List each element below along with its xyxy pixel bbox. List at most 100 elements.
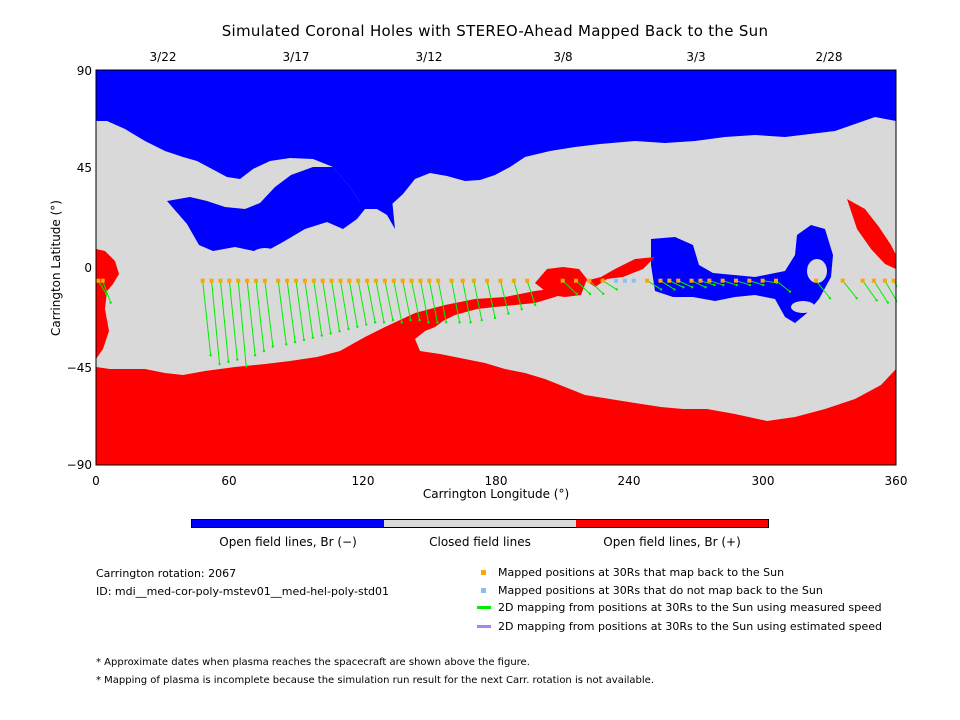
mapping-line <box>411 280 421 321</box>
mapped-position-point <box>400 278 405 283</box>
mapping-line <box>286 280 296 343</box>
mapping-line <box>575 280 591 295</box>
y-tick-label: 45 <box>76 161 92 175</box>
negative-hole-equatorial <box>651 225 833 323</box>
sun-footpoint <box>302 338 306 342</box>
sun-footpoint <box>320 334 323 337</box>
sun-footpoint <box>691 286 694 289</box>
date-label: 2/28 <box>815 50 843 64</box>
colorbar-open-positive <box>576 519 769 528</box>
coronal-hole-map <box>95 69 897 466</box>
mapping-line <box>722 280 737 286</box>
mapped-position-point <box>667 278 672 283</box>
mapping-line <box>526 280 536 305</box>
sun-footpoint <box>245 365 248 368</box>
legend-estimated-line <box>477 625 491 628</box>
x-tick-label: 360 <box>884 474 908 488</box>
mapping-line <box>691 280 706 288</box>
mapping-line <box>735 280 751 286</box>
sun-footpoint <box>109 301 112 304</box>
mapping-line <box>437 280 447 323</box>
mapping-line <box>419 280 429 323</box>
mapping-line <box>884 280 897 303</box>
sun-footpoint <box>762 283 765 287</box>
mapping-line <box>562 280 578 295</box>
sun-footpoint <box>218 362 221 366</box>
sun-footpoint <box>458 321 461 324</box>
positive-hole-east <box>847 199 896 269</box>
mapping-line <box>366 280 376 323</box>
mapping-line <box>348 280 358 327</box>
x-tick-label: 300 <box>751 474 775 488</box>
sun-footpoint <box>436 321 439 324</box>
legend-unmapped-marker <box>481 588 486 593</box>
legend-mapped-label: Mapped positions at 30Rs that map back t… <box>498 566 785 579</box>
legend-measured-line <box>477 606 491 609</box>
x-tick-label: 240 <box>617 474 641 488</box>
sun-footpoint <box>347 327 350 331</box>
sun-footpoint <box>469 321 472 324</box>
sun-footpoint <box>293 340 297 344</box>
sun-footpoint <box>875 299 878 302</box>
mapping-line <box>486 280 496 319</box>
sun-footpoint <box>480 318 483 322</box>
sun-footpoint <box>227 360 230 364</box>
carrington-rotation: Carrington rotation: 2067 <box>96 567 237 580</box>
sun-footpoint <box>788 290 792 293</box>
mapping-line <box>384 280 394 321</box>
sun-footpoint <box>507 312 510 315</box>
y-tick-label: −90 <box>66 458 92 472</box>
south-polar-hole <box>96 257 896 465</box>
sun-footpoint <box>391 318 395 322</box>
x-axis-label: Carrington Longitude (°) <box>422 487 570 501</box>
unmapped-position-point <box>631 278 636 283</box>
sun-footpoint <box>445 321 448 324</box>
negative-hole-lobe <box>167 167 395 253</box>
mapping-line <box>357 280 367 325</box>
mapped-position-point <box>720 278 725 283</box>
colorbar-closed <box>384 519 576 528</box>
sun-footpoint <box>588 292 592 296</box>
plot-frame <box>95 69 897 466</box>
mapping-line <box>331 280 341 332</box>
mapping-line <box>660 280 675 290</box>
sun-footpoint <box>356 325 359 328</box>
mapped-position-point <box>774 278 778 283</box>
mapped-position-point <box>418 278 423 283</box>
mapping-line <box>602 280 617 290</box>
sun-footpoint <box>427 321 430 324</box>
mapped-position-point <box>311 278 316 283</box>
sun-footpoint <box>365 323 368 326</box>
mapping-line <box>102 280 112 303</box>
footnote: * Mapping of plasma is incomplete becaus… <box>96 675 654 686</box>
mapped-position-point <box>498 278 503 283</box>
mapped-position-point <box>338 278 343 283</box>
legend-measured-label: 2D mapping from positions at 30Rs to the… <box>498 601 882 614</box>
colorbar <box>191 519 769 528</box>
mapping-line <box>873 280 889 303</box>
mapping-line <box>339 280 349 330</box>
mapped-position-point <box>409 278 414 283</box>
mapping-line <box>775 280 791 293</box>
mapped-position-point <box>96 278 101 283</box>
mapped-position-point <box>814 278 818 283</box>
sun-footpoint <box>262 349 266 353</box>
sun-footpoint <box>722 283 725 287</box>
sun-footpoint <box>311 336 315 339</box>
mapped-position-point <box>747 278 752 283</box>
sun-footpoint <box>271 345 275 348</box>
mapping-line <box>815 280 831 299</box>
mapping-line <box>499 280 509 314</box>
mapping-line <box>669 280 684 288</box>
legend-estimated-label: 2D mapping from positions at 30Rs to the… <box>498 620 883 633</box>
footnote: * Approximate dates when plasma reaches … <box>96 657 530 668</box>
mapped-position-point <box>645 278 650 283</box>
mapping-line <box>402 280 412 321</box>
mapping-line <box>473 280 483 321</box>
x-tick-label: 0 <box>92 474 100 488</box>
mapping-line <box>295 280 305 340</box>
unmapped-position-point <box>614 278 618 283</box>
mapped-position-point <box>511 278 516 283</box>
mapped-position-point <box>262 278 267 283</box>
sun-footpoint <box>673 288 676 291</box>
